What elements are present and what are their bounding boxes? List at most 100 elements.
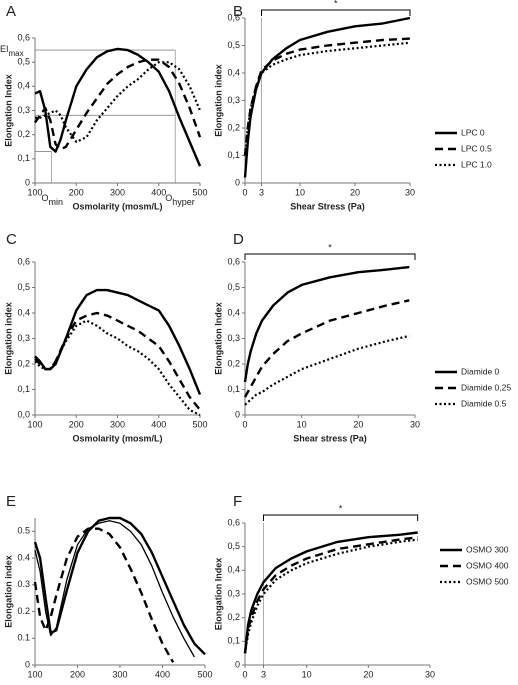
x-tick-label: 300 [110, 419, 125, 429]
x-tick-label: 200 [69, 419, 84, 429]
data-line [243, 41, 411, 156]
x-tick-label: 100 [27, 419, 42, 429]
y-tick-label: 0,1 [227, 384, 240, 394]
x-tick-label: 300 [112, 669, 127, 679]
x-tick-label: 0 [242, 419, 247, 429]
y-tick-label: 0,1 [17, 384, 30, 394]
data-line [34, 311, 201, 411]
y-tick-label: 0 [25, 177, 30, 187]
data-line [244, 334, 410, 406]
x-axis-title: Shear stress (Pa) [293, 433, 367, 443]
x-tick-label: 20 [353, 419, 363, 429]
x-tick-label: 30 [410, 419, 420, 429]
legend-label: OSMO 500 [466, 576, 509, 586]
data-line [243, 299, 410, 398]
y-tick-label: 0 [235, 659, 240, 669]
x-tick-label: 10 [295, 187, 305, 197]
data-line [34, 47, 202, 167]
y-tick-label: 0.4 [17, 552, 30, 562]
x-tick-label: 200 [70, 669, 85, 679]
y-tick-label: 0 [235, 409, 240, 419]
panel-label: D [233, 231, 244, 248]
x-tick-label: 100 [27, 669, 42, 679]
data-line [243, 531, 418, 654]
y-tick-label: 0,5 [17, 57, 30, 67]
panel-label: C [6, 231, 17, 248]
data-line [34, 319, 201, 416]
annotation: Ohyper [165, 193, 195, 207]
data-line [243, 536, 418, 654]
legend-label: LPC 1.0 [461, 159, 492, 169]
x-tick-label: 500 [197, 669, 212, 679]
y-tick-label: 0,1 [227, 636, 240, 646]
y-tick-label: 0,5 [17, 282, 30, 292]
panel-label: B [233, 3, 243, 20]
x-axis-title: Osmolarity (mosm/L) [72, 201, 162, 211]
data-line [34, 288, 202, 396]
x-tick-label: 20 [350, 187, 360, 197]
data-line [35, 61, 202, 143]
y-tick-label: 0,6 [227, 256, 240, 266]
y-tick-label: 0,3 [227, 588, 240, 598]
annotation-sub: max [9, 49, 24, 58]
y-axis-title: Elongation Index [213, 558, 223, 631]
panel-label: E [6, 493, 16, 510]
y-tick-label: 0.2 [17, 606, 30, 616]
annotation-text: EI [0, 44, 9, 54]
y-tick-label: 0,4 [227, 67, 240, 77]
x-axis-title: Shear Stress (Pa) [290, 201, 365, 211]
x-tick-label: 20 [363, 669, 373, 679]
x-tick-label: 10 [297, 419, 307, 429]
data-line [243, 265, 410, 383]
legend-label: LPC 0 [461, 127, 485, 137]
y-tick-label: 0,3 [227, 333, 240, 343]
data-line [34, 520, 195, 658]
x-tick-label: 500 [192, 419, 207, 429]
y-tick-label: 0,3 [227, 95, 240, 105]
y-tick-label: 0.1 [17, 633, 30, 643]
significance-label: * [328, 242, 332, 252]
x-axis-title: Osmolarity (mosm/l) [76, 683, 163, 685]
y-tick-label: 0,2 [17, 358, 30, 368]
y-tick-label: 0,4 [17, 307, 30, 317]
annotation-text: O [165, 193, 172, 203]
y-tick-label: 0,2 [227, 612, 240, 622]
y-tick-label: 0,3 [17, 333, 30, 343]
annotation-text: O [42, 193, 49, 203]
legend-label: OSMO 300 [466, 544, 509, 554]
data-line [33, 516, 206, 656]
y-tick-label: 0,1 [227, 150, 240, 160]
y-tick-label: 0,4 [17, 81, 30, 91]
y-tick-label: 0,4 [227, 307, 240, 317]
y-tick-label: 0,6 [17, 32, 30, 42]
x-tick-label: 10 [302, 669, 312, 679]
x-tick-label: 500 [192, 187, 207, 197]
significance-label: * [334, 0, 338, 8]
y-tick-label: 0,5 [227, 40, 240, 50]
annotation-sub: hyper [172, 197, 195, 207]
y-tick-label: 0.3 [17, 579, 30, 589]
data-line [33, 527, 175, 663]
y-tick-label: 0,2 [227, 358, 240, 368]
x-axis-title: Osmolarity (mosm/L) [72, 433, 162, 443]
data-line [243, 538, 418, 654]
y-tick-label: 0 [25, 659, 30, 669]
x-tick-label: 0 [242, 187, 247, 197]
significance-label: * [339, 503, 343, 513]
x-tick-label: 400 [151, 419, 166, 429]
y-axis-title: Elongation Index [3, 74, 13, 147]
y-tick-label: 0.5 [17, 526, 30, 536]
y-tick-label: 0,5 [227, 282, 240, 292]
legend-label: LPC 0.5 [461, 143, 492, 153]
x-tick-label: 100 [27, 187, 42, 197]
y-tick-label: 0,3 [17, 105, 30, 115]
x-tick-label: 200 [69, 187, 84, 197]
y-axis-title: Elongation index [213, 64, 223, 137]
x-tick-label: 400 [151, 187, 166, 197]
y-tick-label: 0,4 [227, 565, 240, 575]
y-tick-label: 0,6 [227, 12, 240, 22]
y-tick-label: 0,1 [17, 153, 30, 163]
y-axis-title: Elongation index [3, 302, 13, 375]
